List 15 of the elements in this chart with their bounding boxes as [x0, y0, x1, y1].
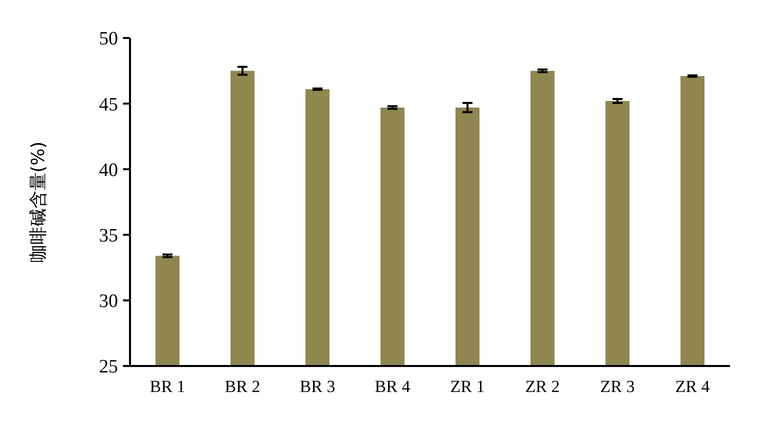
x-tick-label: BR 1	[150, 377, 186, 396]
y-axis-title: 咖啡碱含量(%)	[28, 141, 49, 263]
y-tick-label: 30	[99, 291, 118, 312]
x-tick-label: BR 2	[224, 377, 260, 396]
x-tick-label: BR 3	[300, 377, 336, 396]
y-tick-label: 45	[99, 94, 118, 116]
y-tick-label: 50	[99, 28, 118, 50]
y-tick-label: 25	[99, 356, 118, 378]
x-tick-label: BR 4	[374, 377, 411, 396]
x-tick-label: ZR 4	[675, 377, 710, 396]
x-tick-label: ZR 2	[525, 377, 560, 396]
y-tick-label: 35	[99, 225, 118, 246]
x-tick-label: ZR 3	[600, 377, 635, 396]
y-tick-label: 40	[99, 160, 118, 181]
x-tick-label: ZR 1	[450, 377, 485, 396]
